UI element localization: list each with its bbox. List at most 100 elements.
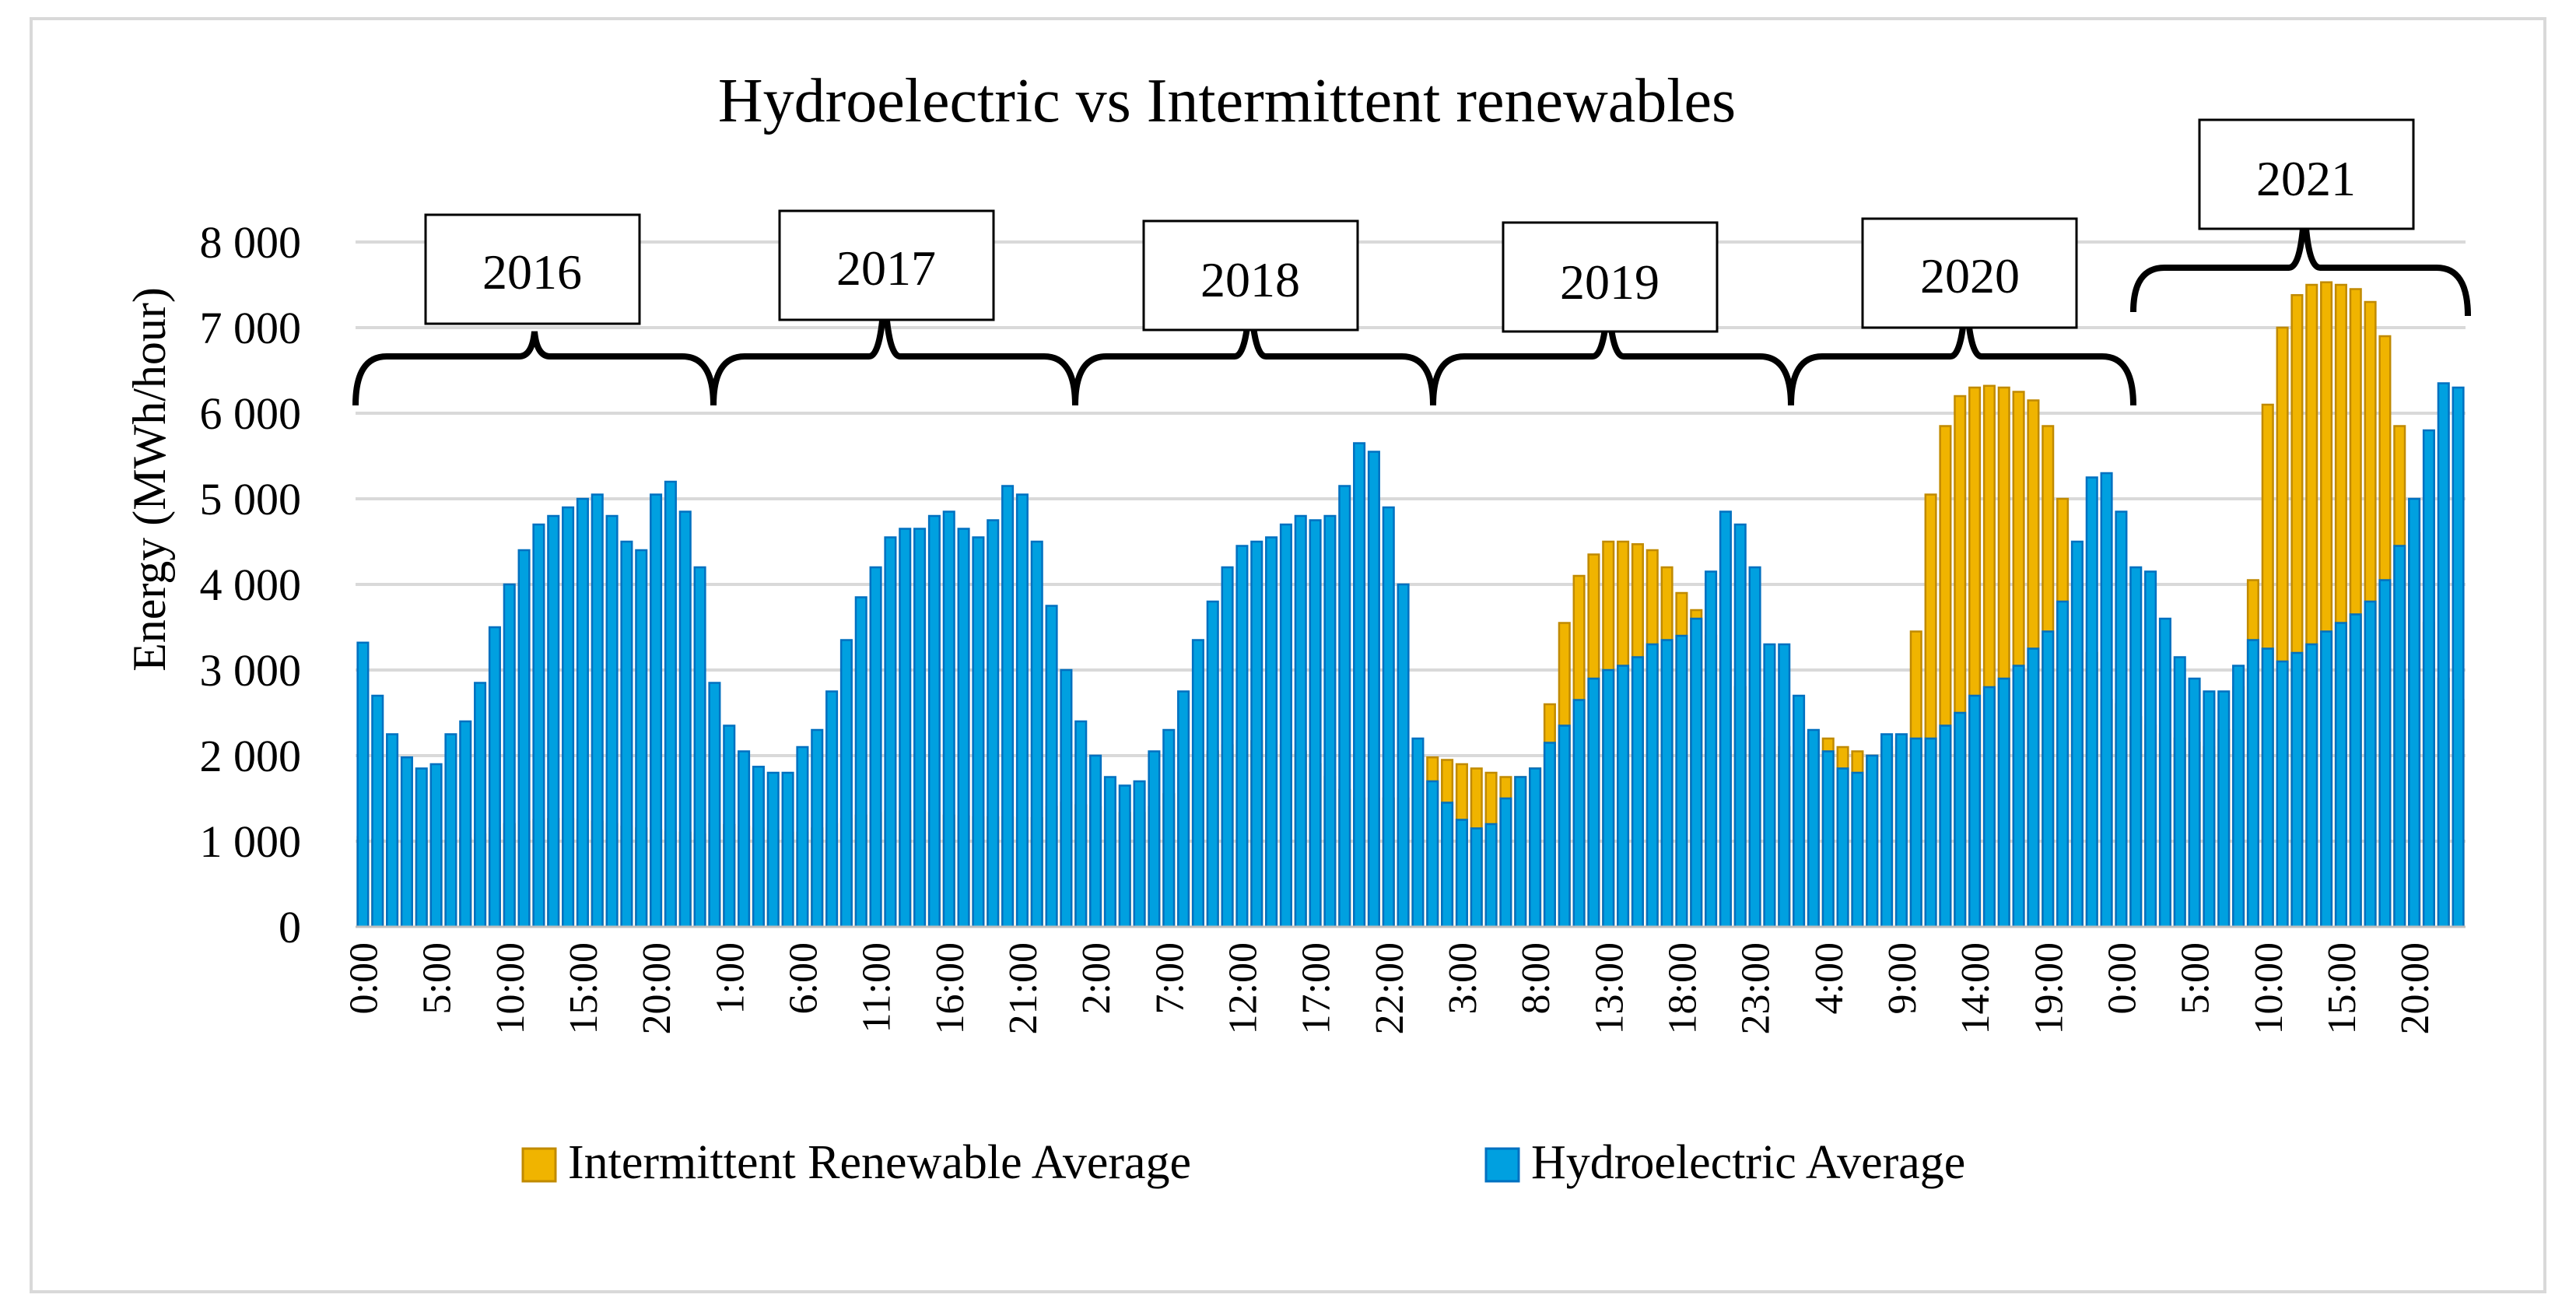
bar-hydroelectric bbox=[1030, 540, 1043, 928]
x-tick-label: 13:00 bbox=[1587, 942, 1631, 1034]
y-tick-label: 8 000 bbox=[200, 217, 302, 268]
bar-hydroelectric bbox=[1103, 776, 1116, 928]
bar-hydroelectric bbox=[2085, 476, 2098, 928]
bar-hydroelectric bbox=[2305, 643, 2318, 928]
chart-frame: Hydroelectric vs Intermittent renewables… bbox=[30, 17, 2546, 1293]
bar-hydroelectric bbox=[1235, 545, 1249, 928]
x-tick-label: 0:00 bbox=[2100, 942, 2144, 1014]
bar-hydroelectric bbox=[1866, 754, 1879, 928]
bar-hydroelectric bbox=[1470, 827, 1483, 928]
bar-hydroelectric bbox=[2129, 566, 2143, 928]
year-label-2016: 2016 bbox=[482, 244, 582, 300]
bar-hydroelectric bbox=[1250, 540, 1263, 928]
bar-hydroelectric bbox=[1558, 724, 1571, 928]
year-label-2019: 2019 bbox=[1560, 254, 1660, 310]
bar-hydroelectric bbox=[1309, 519, 1322, 928]
bar-hydroelectric bbox=[1733, 523, 1747, 928]
y-tick-label: 4 000 bbox=[200, 560, 302, 610]
bar-hydroelectric bbox=[2290, 651, 2304, 928]
x-tick-label: 1:00 bbox=[708, 942, 752, 1014]
bar-hydroelectric bbox=[2334, 622, 2347, 928]
bar-hydroelectric bbox=[839, 639, 853, 928]
bar-hydroelectric bbox=[796, 745, 809, 928]
x-tick-label: 18:00 bbox=[1660, 942, 1705, 1034]
bar-hydroelectric bbox=[1001, 485, 1015, 928]
year-annotation-2016: 2016 bbox=[352, 213, 717, 406]
year-box-2017 bbox=[778, 209, 995, 321]
bar-hydroelectric bbox=[2203, 690, 2216, 928]
bar-hydroelectric bbox=[1968, 694, 1982, 928]
bar-hydroelectric bbox=[1748, 566, 1761, 928]
bar-hydroelectric bbox=[899, 528, 912, 928]
year-box-2016 bbox=[424, 213, 641, 325]
bar-hydroelectric bbox=[957, 528, 970, 928]
year-annotation-2017: 2017 bbox=[710, 209, 1078, 406]
bar-hydroelectric bbox=[1455, 819, 1468, 928]
x-tick-label: 10:00 bbox=[489, 942, 533, 1034]
bar-hydroelectric bbox=[2408, 497, 2421, 928]
bar-hydroelectric bbox=[972, 536, 985, 928]
bar-hydroelectric bbox=[2173, 656, 2186, 928]
x-tick-label: 17:00 bbox=[1295, 942, 1339, 1034]
x-tick-label: 15:00 bbox=[2320, 942, 2364, 1034]
legend-label-intermittent: Intermittent Renewable Average bbox=[568, 1136, 1191, 1189]
x-tick-label: 3:00 bbox=[1441, 942, 1485, 1014]
x-tick-label: 20:00 bbox=[635, 942, 679, 1034]
bar-hydroelectric bbox=[459, 720, 472, 928]
bar-hydroelectric bbox=[1954, 711, 1967, 928]
bar-hydroelectric bbox=[825, 690, 839, 928]
bar-hydroelectric bbox=[1851, 771, 1864, 928]
bar-hydroelectric bbox=[987, 519, 1000, 928]
bar-hydroelectric bbox=[1206, 600, 1219, 928]
bar-hydroelectric bbox=[2422, 429, 2435, 928]
bar-hydroelectric bbox=[1836, 767, 1849, 928]
bar-hydroelectric bbox=[356, 641, 370, 928]
bar-hydroelectric bbox=[1382, 506, 1395, 928]
bar-hydroelectric bbox=[1294, 514, 1307, 928]
bar-hydroelectric bbox=[1045, 605, 1058, 928]
year-annotation-2018: 2018 bbox=[1072, 219, 1436, 406]
bar-hydroelectric bbox=[1426, 780, 1439, 928]
bar-hydroelectric bbox=[503, 583, 516, 928]
bar-hydroelectric bbox=[2027, 647, 2040, 928]
year-annotation-2019: 2019 bbox=[1430, 221, 1794, 406]
bar-hydroelectric bbox=[854, 596, 867, 928]
bar-hydroelectric bbox=[1148, 750, 1161, 928]
bar-hydroelectric bbox=[752, 766, 765, 928]
bar-hydroelectric bbox=[1660, 639, 1674, 928]
x-tick-label: 0:00 bbox=[342, 942, 386, 1014]
bar-hydroelectric bbox=[1397, 583, 1410, 928]
bar-hydroelectric bbox=[1631, 656, 1644, 928]
x-tick-label: 10:00 bbox=[2247, 942, 2291, 1034]
year-box-2021 bbox=[2198, 118, 2415, 230]
x-tick-label: 4:00 bbox=[1807, 942, 1852, 1014]
bar-hydroelectric bbox=[547, 514, 560, 928]
bar-hydroelectric bbox=[2437, 382, 2450, 928]
bar-hydroelectric bbox=[1279, 523, 1292, 928]
year-label-2018: 2018 bbox=[1200, 252, 1300, 307]
bar-hydroelectric bbox=[1572, 699, 1586, 928]
x-tick-label: 5:00 bbox=[415, 942, 460, 1014]
bar-hydroelectric bbox=[927, 514, 941, 928]
bar-hydroelectric bbox=[811, 728, 824, 928]
bar-hydroelectric bbox=[1162, 728, 1176, 928]
chart-title: Hydroelectric vs Intermittent renewables bbox=[718, 67, 1736, 135]
year-label-2020: 2020 bbox=[1920, 248, 2020, 303]
bar-hydroelectric bbox=[2320, 630, 2333, 928]
bar-hydroelectric bbox=[2056, 600, 2070, 928]
bar-hydroelectric bbox=[1982, 686, 1996, 928]
bar-hydroelectric bbox=[2217, 690, 2231, 928]
x-tick-label: 21:00 bbox=[1001, 942, 1046, 1034]
chart: Hydroelectric vs Intermittent renewables… bbox=[124, 67, 2471, 1189]
bar-hydroelectric bbox=[1441, 802, 1454, 928]
bar-hydroelectric bbox=[1778, 643, 1791, 928]
year-box-2018 bbox=[1142, 219, 1359, 332]
x-tick-label: 9:00 bbox=[1880, 942, 1925, 1014]
bar-hydroelectric bbox=[1821, 750, 1835, 928]
bar-hydroelectric bbox=[1353, 442, 1366, 928]
bar-hydroelectric bbox=[474, 682, 487, 928]
bar-hydroelectric bbox=[2393, 545, 2406, 928]
series-hydroelectric bbox=[356, 382, 2465, 928]
x-tick-label: 16:00 bbox=[928, 942, 973, 1034]
bar-hydroelectric bbox=[2232, 665, 2245, 928]
